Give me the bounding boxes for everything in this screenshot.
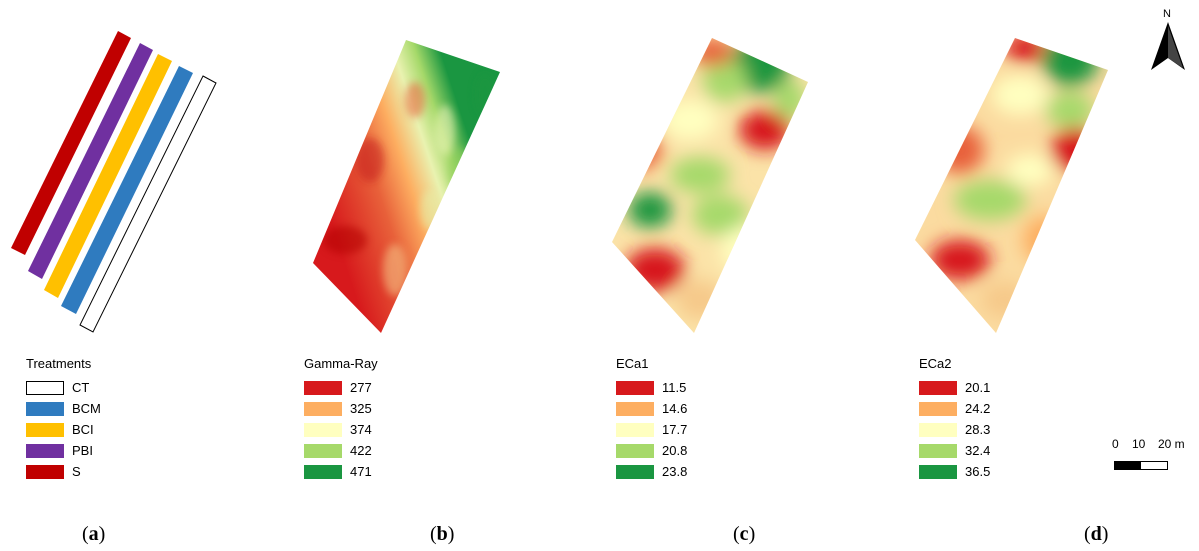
- legend-row: 20.1: [919, 377, 990, 398]
- legend-swatch: [26, 443, 64, 458]
- legend-label: PBI: [72, 443, 93, 458]
- scale-bar-graphic: [1114, 461, 1168, 470]
- legend-row: S: [26, 461, 101, 482]
- scale-tick-10: 10: [1132, 437, 1146, 451]
- legend-swatch: [616, 422, 654, 437]
- legend-swatch: [304, 380, 342, 395]
- north-label: N: [1163, 8, 1171, 20]
- treatment-strips: [11, 31, 217, 333]
- legend-label: 471: [350, 464, 372, 479]
- legend-label: 36.5: [965, 464, 991, 479]
- legend-label: 422: [350, 443, 372, 458]
- panel-label-c: (c): [733, 523, 756, 545]
- legend-label: 20.1: [965, 380, 991, 395]
- eca2-legend: ECa2 20.1 24.2 28.3 32.4 36.5: [919, 356, 990, 482]
- gamma-ray-legend-title: Gamma-Ray: [304, 356, 378, 371]
- legend-row: 14.6: [616, 398, 687, 419]
- legend-label: 277: [350, 380, 372, 395]
- eca1-legend-title: ECa1: [616, 356, 649, 371]
- eca1-legend: ECa1 11.5 14.6 17.7 20.8 23.8: [616, 356, 687, 482]
- legend-row: 422: [304, 440, 378, 461]
- strip-bci: [44, 54, 172, 298]
- legend-row: 374: [304, 419, 378, 440]
- legend-swatch: [616, 443, 654, 458]
- legend-row: 20.8: [616, 440, 687, 461]
- eca2-map: [915, 38, 1108, 333]
- strip-bcm: [61, 66, 193, 314]
- legend-swatch: [919, 422, 957, 437]
- legend-label: 20.8: [662, 443, 688, 458]
- legend-row: BCM: [26, 398, 101, 419]
- panel-label-d: (d): [1084, 523, 1109, 545]
- legend-swatch: [304, 464, 342, 479]
- legend-row: CT: [26, 377, 101, 398]
- legend-swatch: [616, 464, 654, 479]
- legend-label: 374: [350, 422, 372, 437]
- legend-label: 28.3: [965, 422, 991, 437]
- north-arrow-icon: [1151, 22, 1185, 70]
- legend-row: 32.4: [919, 440, 990, 461]
- legend-label: 11.5: [662, 380, 687, 395]
- legend-row: 11.5: [616, 377, 687, 398]
- legend-swatch: [919, 380, 957, 395]
- gamma-ray-legend: Gamma-Ray 277 325 374 422 471: [304, 356, 378, 482]
- legend-swatch: [26, 422, 64, 437]
- legend-swatch: [26, 380, 64, 395]
- legend-label: 23.8: [662, 464, 688, 479]
- legend-swatch: [26, 401, 64, 416]
- legend-swatch: [26, 464, 64, 479]
- legend-row: 24.2: [919, 398, 990, 419]
- legend-row: 17.7: [616, 419, 687, 440]
- legend-label: 17.7: [662, 422, 688, 437]
- eca2-legend-title: ECa2: [919, 356, 952, 371]
- legend-row: BCI: [26, 419, 101, 440]
- legend-swatch: [304, 443, 342, 458]
- strip-s: [11, 31, 131, 255]
- panel-label-a: (a): [82, 523, 106, 545]
- legend-label: 32.4: [965, 443, 991, 458]
- scale-tick-0: 0: [1112, 437, 1119, 451]
- strip-pbi: [28, 43, 153, 279]
- legend-row: 471: [304, 461, 378, 482]
- eca1-map: [612, 38, 808, 333]
- legend-label: CT: [72, 380, 90, 395]
- legend-label: 14.6: [662, 401, 688, 416]
- legend-swatch: [919, 443, 957, 458]
- gamma-ray-map: [313, 40, 500, 333]
- legend-swatch: [616, 380, 654, 395]
- legend-row: 277: [304, 377, 378, 398]
- legend-row: 325: [304, 398, 378, 419]
- legend-swatch: [919, 464, 957, 479]
- legend-row: 28.3: [919, 419, 990, 440]
- legend-row: 23.8: [616, 461, 687, 482]
- legend-row: PBI: [26, 440, 101, 461]
- scale-tick-20: 20 m: [1158, 437, 1185, 451]
- legend-label: 24.2: [965, 401, 991, 416]
- panel-label-b: (b): [430, 523, 455, 545]
- treatments-legend: Treatments CT BCM BCI PBI S: [26, 356, 101, 482]
- legend-swatch: [616, 401, 654, 416]
- legend-row: 36.5: [919, 461, 990, 482]
- legend-label: BCI: [72, 422, 94, 437]
- strip-ct: [79, 75, 217, 333]
- treatments-legend-title: Treatments: [26, 356, 92, 371]
- legend-label: 325: [350, 401, 372, 416]
- legend-swatch: [304, 401, 342, 416]
- legend-label: BCM: [72, 401, 101, 416]
- legend-swatch: [304, 422, 342, 437]
- north-arrow: N: [1148, 8, 1188, 72]
- legend-label: S: [72, 464, 81, 479]
- legend-swatch: [919, 401, 957, 416]
